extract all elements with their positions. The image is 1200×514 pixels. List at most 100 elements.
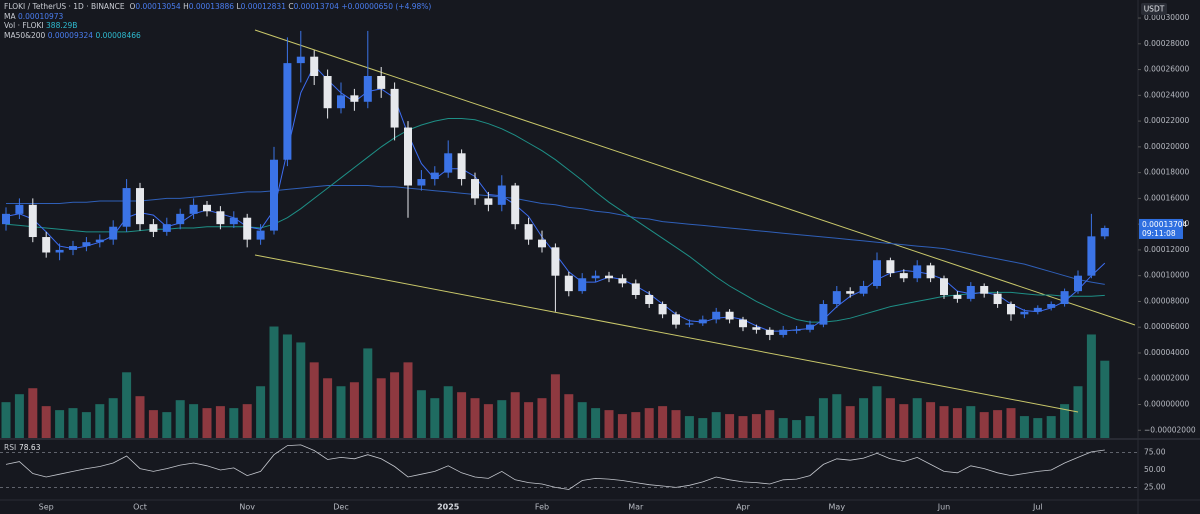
volume-bar <box>135 396 145 438</box>
candle-body <box>176 213 185 225</box>
volume-bar <box>282 334 292 438</box>
ohlc-value: 0.00013886 <box>188 2 235 11</box>
candle-body <box>216 211 225 225</box>
legend-row: FLOKI / TetherUS · 1D · BINANCE O0.00013… <box>4 2 431 12</box>
x-tick-label: Jun <box>937 503 951 512</box>
volume-bar <box>564 394 574 438</box>
volume-bar <box>725 414 735 438</box>
candle-body <box>55 249 64 253</box>
candle-body <box>497 185 506 205</box>
price-tag-value: 0.00013704 <box>1142 220 1188 229</box>
rsi-tick-label: 50.00 <box>1144 465 1166 474</box>
candle-body <box>256 230 265 240</box>
volume-bar <box>993 410 1003 438</box>
volume-bar <box>926 402 936 438</box>
ohlc-value: 0.00013054 <box>135 2 181 11</box>
candle-body <box>42 237 51 253</box>
y-tick-label: 0.00006000 <box>1144 322 1190 331</box>
volume-bar <box>256 386 266 438</box>
candle-body <box>404 127 412 186</box>
y-tick-label: 0.00018000 <box>1144 168 1190 177</box>
candle-body <box>725 311 734 320</box>
candle-body <box>283 63 292 160</box>
candle-body <box>457 153 466 180</box>
y-tick-label: 0.00026000 <box>1144 65 1190 74</box>
volume-bar <box>899 404 909 438</box>
volume-bar <box>189 404 199 438</box>
volume-bar <box>617 414 627 438</box>
rsi-line <box>5 444 1105 490</box>
volume-bar <box>242 404 252 438</box>
volume-bar <box>979 412 989 438</box>
volume-bar <box>470 398 480 438</box>
y-tick-label: 0.00002000 <box>1144 374 1190 383</box>
candle-body <box>966 285 975 299</box>
candle-body <box>779 329 788 335</box>
volume-bar <box>872 386 882 438</box>
candle-body <box>618 278 627 284</box>
candle-body <box>189 204 198 214</box>
candle-body <box>846 291 855 294</box>
volume-bar <box>363 348 373 438</box>
volume-bar <box>577 402 587 438</box>
candle-body <box>377 76 386 89</box>
volume-bar <box>390 372 400 438</box>
ohlc-label: L <box>236 2 241 11</box>
volume-bar <box>1086 334 1096 438</box>
legend-value: 0.00009324 <box>47 30 94 40</box>
candle-body <box>899 273 908 279</box>
volume-bar <box>497 400 507 438</box>
candle-body <box>95 239 104 243</box>
candle-body <box>806 324 814 330</box>
legend-value: 388.29B <box>46 21 78 31</box>
candle-body <box>993 293 1002 305</box>
volume-bar <box>765 410 775 438</box>
volume-bar <box>912 398 922 438</box>
volume-bar <box>81 412 91 438</box>
candle-body <box>1060 291 1069 305</box>
volume-bar <box>1100 360 1110 438</box>
candle-body <box>270 159 278 231</box>
legend: FLOKI / TetherUS · 1D · BINANCE O0.00013… <box>4 2 431 40</box>
x-tick-label: Jul <box>1032 503 1043 512</box>
volume-bar <box>122 372 132 438</box>
candle-body <box>1074 275 1082 292</box>
trendline <box>254 29 1136 326</box>
candle-body <box>551 247 560 276</box>
volume-bar <box>28 388 38 438</box>
volume-bar <box>148 410 158 438</box>
candle-body <box>511 185 520 225</box>
legend-row: MA 0.00010973 <box>4 12 431 22</box>
candle-body <box>122 188 131 227</box>
y-tick-label: 0.00000000 <box>1144 400 1190 409</box>
rsi-tick-label: 75.00 <box>1144 448 1166 457</box>
volume-bar <box>658 406 668 438</box>
candle-body <box>390 88 399 128</box>
candle-body <box>136 188 144 225</box>
ohlc-value: 0.00013704 <box>293 2 339 11</box>
volume-bar <box>952 408 962 438</box>
y-tick-label: 0.00030000 <box>1144 13 1190 22</box>
volume-bar <box>644 408 654 438</box>
candle-body <box>243 217 252 240</box>
volume-bar <box>966 406 976 438</box>
ohlc-label: O <box>129 2 136 11</box>
volume-bar <box>550 374 560 438</box>
volume-bar <box>1046 416 1056 438</box>
volume-bar <box>845 406 855 438</box>
candle-body <box>444 153 453 173</box>
volume-bar <box>403 362 413 438</box>
volume-bar <box>1073 386 1083 438</box>
candle-body <box>926 265 935 279</box>
candle-body <box>819 304 828 325</box>
axis-label: USDT <box>1144 5 1165 14</box>
x-tick-label: Nov <box>239 503 255 512</box>
legend-value: 0.00010973 <box>18 11 64 21</box>
volume-bar <box>162 412 172 438</box>
volume-bar <box>443 386 453 438</box>
candle-body <box>363 76 372 102</box>
symbol: FLOKI / TetherUS · 1D · BINANCE <box>4 2 125 11</box>
candle-body <box>645 295 654 305</box>
candle-body <box>524 224 533 240</box>
x-tick-label: 2025 <box>437 503 460 512</box>
